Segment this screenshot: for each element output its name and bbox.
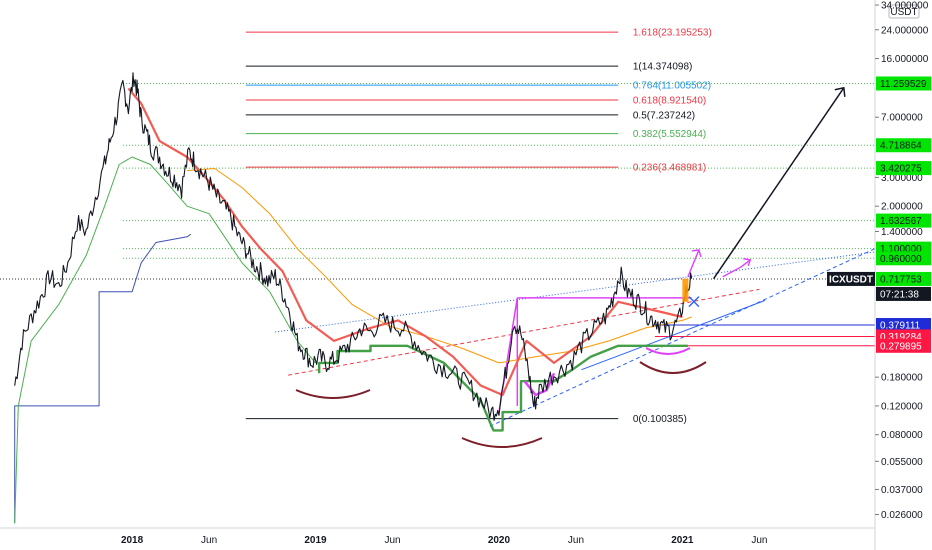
price-tag-bg [876, 76, 931, 91]
plot-background [0, 0, 875, 528]
time-tick-label: 2019 [304, 535, 327, 546]
price-tag-bg [876, 338, 931, 353]
trendlines[interactable] [275, 248, 876, 427]
magenta-arrow-2 [722, 259, 751, 278]
price-tick-label: 7.000000 [881, 113, 923, 124]
fib-label-0.618: 0.618(8.921540) [633, 96, 706, 107]
price-tick-label: 0.080000 [881, 430, 923, 441]
time-tick-label: Jun [384, 535, 400, 546]
price-tick-label: 2.000000 [881, 202, 923, 213]
target-arrow-head [834, 86, 846, 97]
price-tag-label: 0.319284 [880, 332, 922, 343]
price-tag-label: 4.718864 [880, 141, 922, 152]
indicator-lines [14, 87, 692, 524]
countdown-tag-bg [876, 286, 931, 301]
price-tag-bg [876, 318, 931, 333]
left-shoulder-arc [295, 389, 371, 399]
price-tag-label: 11.259529 [880, 79, 927, 90]
currency-label: USDT [890, 7, 917, 18]
time-axis[interactable]: 2018 Jun 2019 Jun 2020 Jun 2021 Jun [0, 527, 875, 546]
price-tag-bg [876, 251, 931, 266]
time-tick-label: 2018 [121, 535, 144, 546]
price-tick-label: 3.000000 [881, 173, 923, 184]
lower-trendline [489, 248, 876, 427]
price-tag-label: 0.717753 [880, 274, 922, 285]
price-tick-label: 0.120000 [881, 401, 923, 412]
target-arrow [712, 87, 845, 280]
right-shoulder-arc [639, 361, 707, 374]
upper-trendline [275, 251, 876, 333]
time-tick-label: Jun [201, 535, 217, 546]
price-tick-label: 1.400000 [881, 227, 923, 238]
blue-cross-mark [688, 296, 700, 308]
price-tag-bg [876, 213, 931, 228]
symbol-tag-label: ICXUSDT [829, 274, 873, 285]
pattern-annotations[interactable] [295, 86, 846, 448]
time-tick-label: 2021 [671, 535, 694, 546]
price-tag-label: 0.279895 [880, 341, 922, 352]
price-tag-label: 3.420275 [880, 164, 922, 175]
time-tick-label: 2020 [488, 535, 511, 546]
time-tick-label: Jun [568, 535, 584, 546]
price-tags: 11.259529 4.718864 3.420275 1.632567 1.10000… [827, 76, 931, 353]
magenta-arrow-1 [687, 249, 700, 278]
channel-trendline [581, 300, 766, 371]
price-tag-label: 0.379111 [880, 321, 921, 332]
price-tag-label: 1.100000 [880, 244, 922, 255]
green-support [318, 344, 688, 432]
price-tick-label: 0.055000 [881, 457, 923, 468]
price-tick-label: 0.037000 [881, 485, 923, 496]
head-arc [461, 437, 543, 448]
red-baseline [127, 87, 683, 397]
symbol-tag-bg [827, 271, 875, 286]
green-ma [14, 156, 316, 524]
fib-label-1: 1(14.374098) [633, 62, 693, 73]
fib-label-0.764: 0.764(11.005502) [633, 81, 711, 92]
time-tick-label: Jun [751, 535, 767, 546]
horizontal-levels[interactable] [0, 82, 875, 347]
fib-label-0.5: 0.5(7.237242) [633, 110, 695, 121]
price-tick-label: 0.180000 [881, 373, 923, 384]
fib-label-1.618: 1.618(23.195253) [633, 28, 712, 39]
price-tag-bg [876, 161, 931, 176]
red-trendline [287, 288, 760, 376]
price-tag-label: 0.960000 [880, 254, 922, 265]
countdown-label: 07:21:38 [880, 289, 919, 300]
fib-label-0.382: 0.382(5.552944) [633, 129, 706, 140]
breakout-candle [682, 278, 689, 302]
magenta-arrow-2-head [743, 258, 752, 267]
fib-label-0: 0(0.100385) [633, 414, 687, 425]
price-tick-label: 24.000000 [881, 25, 929, 36]
magenta-cup [523, 372, 556, 397]
price-tick-label: 34.000000 [881, 1, 929, 12]
price-tag-bg [876, 138, 931, 153]
magenta-arrow-1-head [691, 249, 702, 258]
price-tag-label: 1.632567 [880, 216, 922, 227]
currency-box [888, 4, 920, 19]
price-tick-label: 0.026000 [881, 510, 923, 521]
price-tag-bg [876, 271, 931, 286]
price-line [14, 72, 693, 421]
price-tick-label: 16.000000 [881, 54, 929, 65]
price-series [14, 72, 693, 421]
long-ma-blue [14, 233, 192, 524]
inner-cup-arc [645, 347, 691, 355]
